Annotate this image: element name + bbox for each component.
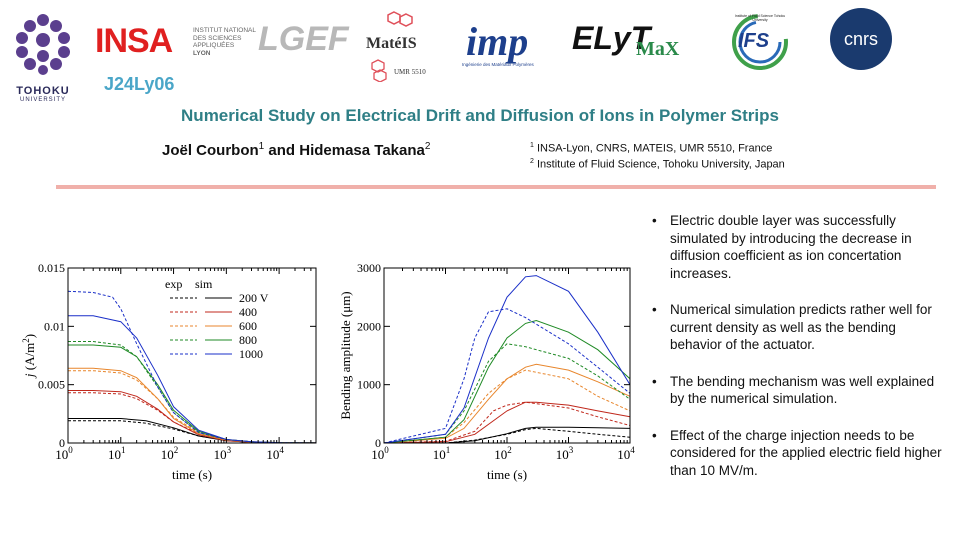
imp-name: imp xyxy=(466,19,529,64)
insa-sub3: APPLIQUÉES xyxy=(193,42,235,49)
series-line xyxy=(68,344,317,444)
series-line xyxy=(383,275,631,444)
x-axis-label: time (s) xyxy=(172,467,212,482)
x-tick-label: 100 xyxy=(55,445,73,462)
conclusion-item: Electric double layer was successfully s… xyxy=(648,212,948,282)
mateis-sub: UMR 5510 xyxy=(394,68,426,76)
authors: Joël Courbon1 and Hidemasa Takana2 xyxy=(162,141,430,159)
author-1: Joël Courbon xyxy=(162,142,259,159)
mateis-small-hexagon-icon xyxy=(371,59,387,82)
legend-label: 200 V xyxy=(239,291,269,305)
series-line xyxy=(383,401,631,444)
paper-code: J24Ly06 xyxy=(104,74,175,94)
series-line xyxy=(383,319,631,444)
plot-frame xyxy=(383,267,631,444)
affiliation-1: 1 INSA-Lyon, CNRS, MATEIS, UMR 5510, Fra… xyxy=(530,142,772,155)
y-tick-label: 0 xyxy=(59,436,65,450)
header-divider xyxy=(56,185,936,189)
insa-sub2: DES SCIENCES xyxy=(193,34,242,42)
series-line xyxy=(68,315,317,444)
insa-name: INSA xyxy=(95,22,173,60)
legend-label: 400 xyxy=(239,305,257,319)
x-tick-label: 102 xyxy=(161,445,179,462)
y-tick-label: 0.005 xyxy=(38,378,65,392)
series-line xyxy=(67,290,317,444)
cnrs-name: cnrs xyxy=(843,29,878,49)
insa-logo: INSA INSTITUT NATIONAL DES SCIENCES APPL… xyxy=(95,22,260,64)
x-tick-label: 101 xyxy=(108,445,126,462)
tohoku-logo: TOHOKU UNIVERSITY xyxy=(8,10,78,105)
affiliation-2-sup: 2 xyxy=(530,158,534,165)
series-line xyxy=(383,363,631,444)
bending-amplitude-chart: 100 101 102 103 104 0 1000 2000 3000 time (s) Bend… xyxy=(338,261,635,482)
legend-label: 600 xyxy=(239,319,257,333)
ifs-name: IFS xyxy=(738,30,770,52)
affiliation-2: 2 Institute of Fluid Science, Tohoku Uni… xyxy=(530,158,785,171)
insa-text-block: INSTITUT NATIONAL DES SCIENCES APPLIQUÉE… xyxy=(193,27,256,57)
y-tick-label: 0 xyxy=(375,436,381,450)
series-line xyxy=(68,341,317,444)
elyt-max-logo: ELyT MaX xyxy=(572,18,702,68)
x-tick-label: 103 xyxy=(214,445,232,462)
y-tick-label: 1000 xyxy=(357,378,381,392)
conclusion-item: The bending mechanism was well explained… xyxy=(648,373,948,408)
tohoku-emblem-icon xyxy=(16,14,70,75)
series-line xyxy=(68,390,317,444)
affiliation-1-text: INSA-Lyon, CNRS, MATEIS, UMR 5510, Franc… xyxy=(533,142,773,155)
insa-sub4: LYON xyxy=(193,49,211,57)
elyt-name: ELyT xyxy=(572,20,651,56)
series-line xyxy=(383,369,631,444)
conclusion-item: Effect of the charge injection needs to … xyxy=(648,427,948,480)
imp-sub: Ingénierie des Matériaux Polymères xyxy=(462,62,534,67)
legend-label: 1000 xyxy=(239,347,263,361)
x-axis-label: time (s) xyxy=(487,467,527,482)
ifs-ring-icon xyxy=(732,14,788,70)
affiliation-1-sup: 1 xyxy=(530,142,534,149)
series-line xyxy=(384,426,631,444)
x-tick-label: 102 xyxy=(494,445,512,462)
cnrs-logo: cnrs xyxy=(830,8,892,70)
legend-header-sim: sim xyxy=(195,277,213,291)
y-axis-label: j (A/m2) xyxy=(21,334,37,379)
conclusion-list: Electric double layer was successfully s… xyxy=(648,212,948,498)
y-axis-label: Bending amplitude (μm) xyxy=(338,291,353,419)
mateis-name: MatéIS xyxy=(366,35,417,52)
paper-title: Numerical Study on Electrical Drift and … xyxy=(181,106,779,125)
tohoku-name: TOHOKU xyxy=(16,85,70,97)
mateis-logo: MatéIS UMR 5510 xyxy=(362,10,442,82)
y-tick-label: 3000 xyxy=(357,261,381,275)
x-tick-label: 103 xyxy=(556,445,574,462)
tohoku-sub: UNIVERSITY xyxy=(19,97,66,103)
author-1-sup: 1 xyxy=(258,141,265,152)
affiliation-2-text: Institute of Fluid Science, Tohoku Unive… xyxy=(533,158,785,171)
lgef-logo: LGEF xyxy=(258,20,349,58)
x-tick-label: 101 xyxy=(433,445,451,462)
y-tick-label: 0.015 xyxy=(38,261,65,275)
legend-label: 800 xyxy=(239,333,257,347)
y-tick-label: 0.01 xyxy=(44,319,65,333)
current-density-chart: 100 101 102 103 104 0 0.005 0.01 0.015 time (s) j … xyxy=(21,261,317,482)
x-tick-label: 100 xyxy=(371,445,389,462)
author-2-sup: 2 xyxy=(424,141,431,152)
imp-logo: imp Ingénierie des Matériaux Polymères xyxy=(462,16,554,76)
ifs-logo: Institute of Fluid Science Tohoku Univer… xyxy=(728,8,792,72)
series-line xyxy=(383,308,631,444)
series-line xyxy=(68,392,317,444)
x-tick-label: 104 xyxy=(617,445,635,462)
series-line xyxy=(383,343,631,444)
author-2: Hidemasa Takana xyxy=(299,142,425,159)
authors-and: and xyxy=(264,142,300,159)
mateis-hexagon-icon xyxy=(387,11,413,27)
series-line xyxy=(383,401,631,444)
insa-sub1: INSTITUT NATIONAL xyxy=(193,27,256,34)
legend-header-exp: exp xyxy=(165,277,182,291)
conclusion-item: Numerical simulation predicts rather wel… xyxy=(648,301,948,354)
y-tick-label: 2000 xyxy=(357,319,381,333)
series-line xyxy=(68,370,317,444)
elyt-sub: MaX xyxy=(636,38,680,60)
x-tick-label: 104 xyxy=(266,445,284,462)
ifs-sub: Institute of Fluid Science Tohoku Univer… xyxy=(734,14,786,22)
plot-frame xyxy=(67,267,317,444)
